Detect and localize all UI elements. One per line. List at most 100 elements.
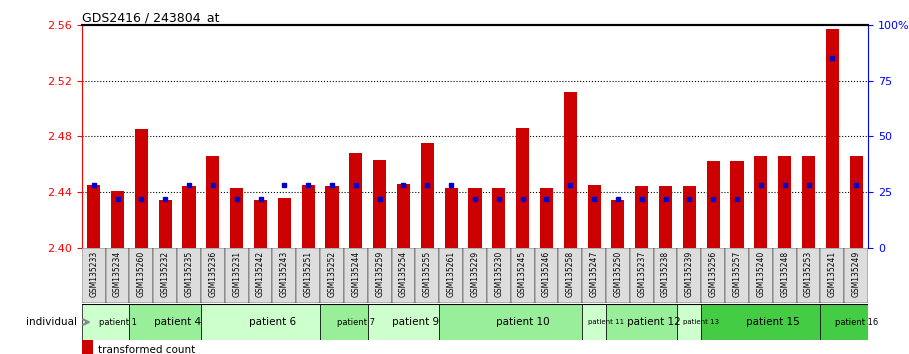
Text: patient 4: patient 4	[154, 317, 201, 327]
Bar	[587, 185, 601, 248]
Text: patient 13: patient 13	[684, 319, 719, 325]
Bar	[349, 153, 363, 248]
Bar	[111, 191, 125, 248]
Text: GSM135250: GSM135250	[614, 251, 623, 297]
Bar	[702, 248, 725, 303]
Text: GSM135235: GSM135235	[185, 251, 194, 297]
Text: GSM135237: GSM135237	[637, 251, 646, 297]
Bar	[778, 156, 791, 248]
Text: GSM135248: GSM135248	[780, 251, 789, 297]
Text: GSM135229: GSM135229	[471, 251, 479, 297]
Text: GSM135253: GSM135253	[804, 251, 813, 297]
Bar	[534, 248, 558, 303]
Bar	[248, 248, 273, 303]
Text: GSM135240: GSM135240	[756, 251, 765, 297]
Bar	[135, 129, 148, 248]
Bar	[129, 304, 201, 340]
Text: GSM135233: GSM135233	[89, 251, 98, 297]
Bar	[397, 184, 410, 248]
Text: patient 16: patient 16	[834, 318, 878, 327]
Bar	[129, 248, 154, 303]
Bar	[706, 161, 720, 248]
Text: GSM135245: GSM135245	[518, 251, 527, 297]
Bar	[302, 185, 315, 248]
Bar	[154, 248, 177, 303]
Bar	[821, 248, 844, 303]
Text: GSM135260: GSM135260	[137, 251, 145, 297]
Text: patient 15: patient 15	[746, 317, 800, 327]
Bar	[635, 187, 648, 248]
Bar	[325, 187, 338, 248]
Bar	[516, 128, 529, 248]
Bar	[821, 304, 868, 340]
Text: GSM135261: GSM135261	[446, 251, 455, 297]
Text: patient 10: patient 10	[495, 317, 549, 327]
Bar	[558, 248, 582, 303]
Bar	[487, 248, 511, 303]
Text: GSM135257: GSM135257	[733, 251, 742, 297]
Text: GSM135244: GSM135244	[351, 251, 360, 297]
Text: GSM135259: GSM135259	[375, 251, 385, 297]
Text: patient 9: patient 9	[392, 317, 439, 327]
Bar	[725, 248, 749, 303]
Bar	[421, 143, 434, 248]
Text: GSM135256: GSM135256	[709, 251, 718, 297]
Bar	[392, 248, 415, 303]
Bar	[368, 304, 439, 340]
Bar	[754, 156, 767, 248]
Bar	[373, 160, 386, 248]
Bar	[773, 248, 796, 303]
Text: patient 12: patient 12	[627, 317, 681, 327]
Bar	[278, 198, 291, 248]
Bar	[659, 187, 672, 248]
Bar	[540, 188, 553, 248]
Text: GSM135246: GSM135246	[542, 251, 551, 297]
Text: GSM135249: GSM135249	[852, 251, 861, 297]
Bar	[630, 248, 654, 303]
Bar	[654, 248, 677, 303]
Bar	[511, 248, 534, 303]
Bar	[606, 248, 630, 303]
Bar	[844, 248, 868, 303]
Bar	[802, 156, 815, 248]
Text: individual: individual	[26, 317, 77, 327]
Bar	[296, 248, 320, 303]
Bar	[230, 188, 244, 248]
Bar	[254, 200, 267, 248]
Text: GSM135254: GSM135254	[399, 251, 408, 297]
Text: GSM135236: GSM135236	[208, 251, 217, 297]
Bar	[612, 200, 624, 248]
Bar	[177, 248, 201, 303]
Text: patient 6: patient 6	[249, 317, 296, 327]
Bar	[201, 248, 225, 303]
Text: GSM135238: GSM135238	[661, 251, 670, 297]
Bar	[731, 161, 744, 248]
Bar	[415, 248, 439, 303]
Bar	[183, 187, 195, 248]
Text: GSM135255: GSM135255	[423, 251, 432, 297]
Text: GSM135241: GSM135241	[828, 251, 837, 297]
Bar	[564, 92, 577, 248]
Bar	[463, 248, 487, 303]
Text: GSM135234: GSM135234	[113, 251, 122, 297]
Bar	[82, 340, 93, 354]
Bar	[82, 248, 105, 303]
Bar	[439, 248, 463, 303]
Bar	[677, 248, 702, 303]
Bar	[273, 248, 296, 303]
Text: GSM135247: GSM135247	[590, 251, 599, 297]
Bar	[493, 188, 505, 248]
Bar	[344, 248, 368, 303]
Text: GSM135230: GSM135230	[494, 251, 504, 297]
Bar	[225, 248, 248, 303]
Bar	[702, 304, 821, 340]
Text: GSM135231: GSM135231	[232, 251, 241, 297]
Bar	[445, 188, 457, 248]
Text: GSM135258: GSM135258	[565, 251, 574, 297]
Text: transformed count: transformed count	[98, 346, 195, 354]
Bar	[677, 304, 702, 340]
Bar	[368, 248, 392, 303]
Text: GSM135251: GSM135251	[304, 251, 313, 297]
Bar	[796, 248, 821, 303]
Bar	[206, 156, 219, 248]
